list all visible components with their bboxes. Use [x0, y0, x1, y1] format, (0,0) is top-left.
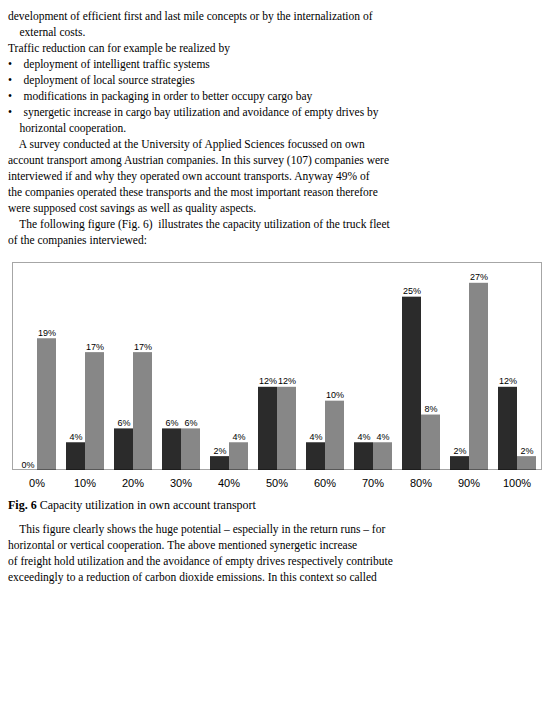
svg-text:4%: 4% — [309, 432, 322, 442]
svg-text:10%: 10% — [74, 477, 96, 489]
html-text:Fig. 6 Capacity utilization in: Fig. 6 Capacity utilization in own accou… — [8, 498, 256, 512]
svg-text:12%: 12% — [499, 376, 517, 386]
html-text:This figure clearly shows the: This figure clearly shows the huge poten… — [8, 523, 393, 583]
svg-text:80%: 80% — [410, 477, 432, 489]
html-text:development of efficient first: development of efficient first and last … — [8, 10, 390, 246]
svg-text:6%: 6% — [117, 418, 130, 428]
svg-text:50%: 50% — [266, 477, 288, 489]
svg-text:12%: 12% — [278, 376, 296, 386]
svg-text:6%: 6% — [165, 418, 178, 428]
svg-text:60%: 60% — [314, 477, 336, 489]
svg-text:2%: 2% — [213, 446, 226, 456]
svg-text:27%: 27% — [470, 272, 488, 282]
svg-text:100%: 100% — [503, 477, 531, 489]
svg-text:20%: 20% — [122, 477, 144, 489]
svg-text:0%: 0% — [29, 477, 45, 489]
svg-text:10%: 10% — [326, 390, 344, 400]
svg-text:4%: 4% — [376, 432, 389, 442]
svg-text:30%: 30% — [170, 477, 192, 489]
svg-text:4%: 4% — [69, 432, 82, 442]
svg-text:4%: 4% — [357, 432, 370, 442]
svg-text:6%: 6% — [184, 418, 197, 428]
svg-text:12%: 12% — [259, 376, 277, 386]
svg-text:8%: 8% — [424, 404, 437, 414]
svg-text:4%: 4% — [232, 432, 245, 442]
svg-text:90%: 90% — [458, 477, 480, 489]
svg-text:25%: 25% — [403, 286, 421, 296]
svg-text:40%: 40% — [218, 477, 240, 489]
svg-text:70%: 70% — [362, 477, 384, 489]
svg-text:17%: 17% — [86, 342, 104, 352]
svg-text:0%: 0% — [21, 460, 34, 470]
svg-text:17%: 17% — [134, 342, 152, 352]
svg-text:2%: 2% — [453, 446, 466, 456]
svg-text:19%: 19% — [38, 328, 56, 338]
svg-text:2%: 2% — [520, 446, 533, 456]
